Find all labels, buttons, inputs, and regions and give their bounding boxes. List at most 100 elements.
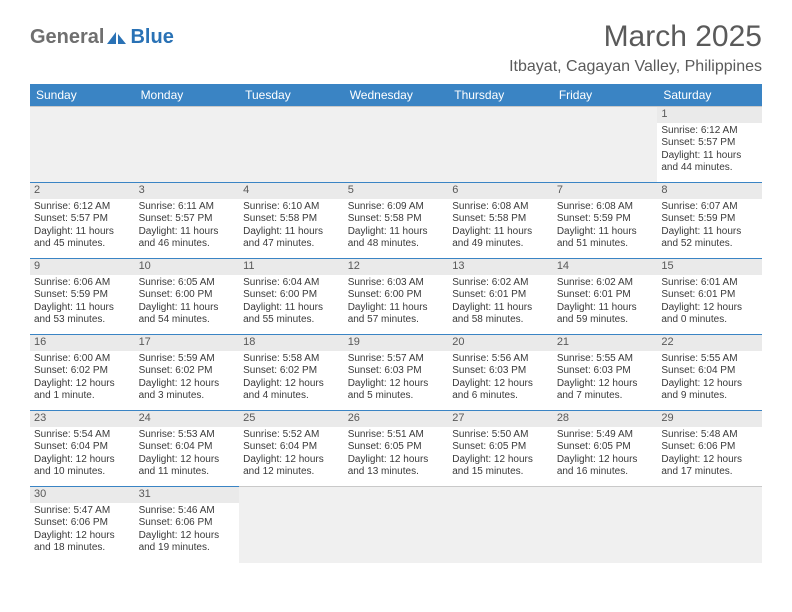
sunset-line: Sunset: 6:03 PM — [348, 365, 445, 378]
daylight-line: Daylight: 11 hours and 59 minutes. — [557, 302, 654, 327]
daylight-line: Daylight: 11 hours and 55 minutes. — [243, 302, 340, 327]
calendar-cell-empty — [135, 107, 240, 183]
sunrise-line: Sunrise: 5:49 AM — [557, 429, 654, 442]
sunrise-line: Sunrise: 5:53 AM — [139, 429, 236, 442]
calendar-cell-empty — [344, 487, 449, 563]
weekday-header: Friday — [553, 84, 658, 107]
sunset-line: Sunset: 5:59 PM — [557, 213, 654, 226]
day-number: 17 — [135, 335, 240, 351]
sunset-line: Sunset: 5:58 PM — [348, 213, 445, 226]
calendar-cell: 26Sunrise: 5:51 AMSunset: 6:05 PMDayligh… — [344, 411, 449, 487]
sunrise-line: Sunrise: 6:08 AM — [452, 201, 549, 214]
day-number: 24 — [135, 411, 240, 427]
calendar-cell: 28Sunrise: 5:49 AMSunset: 6:05 PMDayligh… — [553, 411, 658, 487]
calendar-cell: 20Sunrise: 5:56 AMSunset: 6:03 PMDayligh… — [448, 335, 553, 411]
calendar-cell: 4Sunrise: 6:10 AMSunset: 5:58 PMDaylight… — [239, 183, 344, 259]
day-number: 4 — [239, 183, 344, 199]
calendar-cell-empty — [239, 107, 344, 183]
daylight-line: Daylight: 12 hours and 6 minutes. — [452, 378, 549, 403]
sunset-line: Sunset: 6:03 PM — [452, 365, 549, 378]
calendar-row: 1Sunrise: 6:12 AMSunset: 5:57 PMDaylight… — [30, 107, 762, 183]
daylight-line: Daylight: 12 hours and 5 minutes. — [348, 378, 445, 403]
sunset-line: Sunset: 6:02 PM — [243, 365, 340, 378]
day-number: 7 — [553, 183, 658, 199]
calendar-cell: 29Sunrise: 5:48 AMSunset: 6:06 PMDayligh… — [657, 411, 762, 487]
calendar-cell: 1Sunrise: 6:12 AMSunset: 5:57 PMDaylight… — [657, 107, 762, 183]
day-number: 23 — [30, 411, 135, 427]
sunset-line: Sunset: 6:01 PM — [452, 289, 549, 302]
sunset-line: Sunset: 6:04 PM — [661, 365, 758, 378]
day-number: 16 — [30, 335, 135, 351]
calendar-cell: 25Sunrise: 5:52 AMSunset: 6:04 PMDayligh… — [239, 411, 344, 487]
day-number: 18 — [239, 335, 344, 351]
sunrise-line: Sunrise: 6:07 AM — [661, 201, 758, 214]
daylight-line: Daylight: 11 hours and 58 minutes. — [452, 302, 549, 327]
sunrise-line: Sunrise: 5:58 AM — [243, 353, 340, 366]
day-number: 29 — [657, 411, 762, 427]
sunset-line: Sunset: 6:05 PM — [348, 441, 445, 454]
weekday-header: Saturday — [657, 84, 762, 107]
calendar-cell: 8Sunrise: 6:07 AMSunset: 5:59 PMDaylight… — [657, 183, 762, 259]
sunrise-line: Sunrise: 5:55 AM — [557, 353, 654, 366]
sunrise-line: Sunrise: 5:47 AM — [34, 505, 131, 518]
weekday-header-row: Sunday Monday Tuesday Wednesday Thursday… — [30, 84, 762, 107]
day-number: 15 — [657, 259, 762, 275]
daylight-line: Daylight: 12 hours and 1 minute. — [34, 378, 131, 403]
daylight-line: Daylight: 12 hours and 16 minutes. — [557, 454, 654, 479]
sunrise-line: Sunrise: 5:57 AM — [348, 353, 445, 366]
calendar-row: 16Sunrise: 6:00 AMSunset: 6:02 PMDayligh… — [30, 335, 762, 411]
sunset-line: Sunset: 6:00 PM — [139, 289, 236, 302]
calendar-cell: 17Sunrise: 5:59 AMSunset: 6:02 PMDayligh… — [135, 335, 240, 411]
calendar-cell: 6 Sunrise: 6:08 AMSunset: 5:58 PMDaylight… — [448, 183, 553, 259]
sunset-line: Sunset: 6:05 PM — [557, 441, 654, 454]
calendar-cell: 11Sunrise: 6:04 AMSunset: 6:00 PMDayligh… — [239, 259, 344, 335]
calendar-cell: 21Sunrise: 5:55 AMSunset: 6:03 PMDayligh… — [553, 335, 658, 411]
sunrise-line: Sunrise: 6:10 AM — [243, 201, 340, 214]
day-number: 9 — [30, 259, 135, 275]
sunset-line: Sunset: 5:57 PM — [661, 137, 758, 150]
day-number: 12 — [344, 259, 449, 275]
calendar-cell: 22Sunrise: 5:55 AMSunset: 6:04 PMDayligh… — [657, 335, 762, 411]
sunset-line: Sunset: 6:06 PM — [139, 517, 236, 530]
calendar-cell-empty — [344, 107, 449, 183]
daylight-line: Daylight: 12 hours and 19 minutes. — [139, 530, 236, 555]
daylight-line: Daylight: 11 hours and 57 minutes. — [348, 302, 445, 327]
sunset-line: Sunset: 6:03 PM — [557, 365, 654, 378]
calendar-cell: 5Sunrise: 6:09 AMSunset: 5:58 PMDaylight… — [344, 183, 449, 259]
sunrise-line: Sunrise: 5:46 AM — [139, 505, 236, 518]
day-number: 2 — [30, 183, 135, 199]
calendar-cell: 7Sunrise: 6:08 AMSunset: 5:59 PMDaylight… — [553, 183, 658, 259]
weekday-header: Monday — [135, 84, 240, 107]
daylight-line: Daylight: 11 hours and 49 minutes. — [452, 226, 549, 251]
sunrise-line: Sunrise: 6:05 AM — [139, 277, 236, 290]
calendar-cell-empty — [657, 487, 762, 563]
sunset-line: Sunset: 6:05 PM — [452, 441, 549, 454]
sunrise-line: Sunrise: 6:01 AM — [661, 277, 758, 290]
calendar-cell: 27Sunrise: 5:50 AMSunset: 6:05 PMDayligh… — [448, 411, 553, 487]
sunset-line: Sunset: 6:01 PM — [661, 289, 758, 302]
day-number: 27 — [448, 411, 553, 427]
day-number: 6 — [448, 183, 553, 199]
calendar-cell: 18Sunrise: 5:58 AMSunset: 6:02 PMDayligh… — [239, 335, 344, 411]
month-title: March 2025 — [509, 20, 762, 54]
calendar-row: 2Sunrise: 6:12 AMSunset: 5:57 PMDaylight… — [30, 183, 762, 259]
calendar-row: 23Sunrise: 5:54 AMSunset: 6:04 PMDayligh… — [30, 411, 762, 487]
sunrise-line: Sunrise: 5:54 AM — [34, 429, 131, 442]
daylight-line: Daylight: 12 hours and 17 minutes. — [661, 454, 758, 479]
day-number: 25 — [239, 411, 344, 427]
calendar-table: Sunday Monday Tuesday Wednesday Thursday… — [30, 84, 762, 563]
title-block: March 2025 Itbayat, Cagayan Valley, Phil… — [509, 20, 762, 76]
daylight-line: Daylight: 11 hours and 45 minutes. — [34, 226, 131, 251]
calendar-cell: 2Sunrise: 6:12 AMSunset: 5:57 PMDaylight… — [30, 183, 135, 259]
calendar-cell: 19Sunrise: 5:57 AMSunset: 6:03 PMDayligh… — [344, 335, 449, 411]
sunset-line: Sunset: 5:58 PM — [452, 213, 549, 226]
sunrise-line: Sunrise: 5:56 AM — [452, 353, 549, 366]
calendar-cell-empty — [30, 107, 135, 183]
sunset-line: Sunset: 6:01 PM — [557, 289, 654, 302]
sunrise-line: Sunrise: 5:59 AM — [139, 353, 236, 366]
day-number: 3 — [135, 183, 240, 199]
sunset-line: Sunset: 6:06 PM — [34, 517, 131, 530]
daylight-line: Daylight: 11 hours and 48 minutes. — [348, 226, 445, 251]
header: General Blue March 2025 Itbayat, Cagayan… — [30, 20, 762, 76]
sunrise-line: Sunrise: 5:50 AM — [452, 429, 549, 442]
